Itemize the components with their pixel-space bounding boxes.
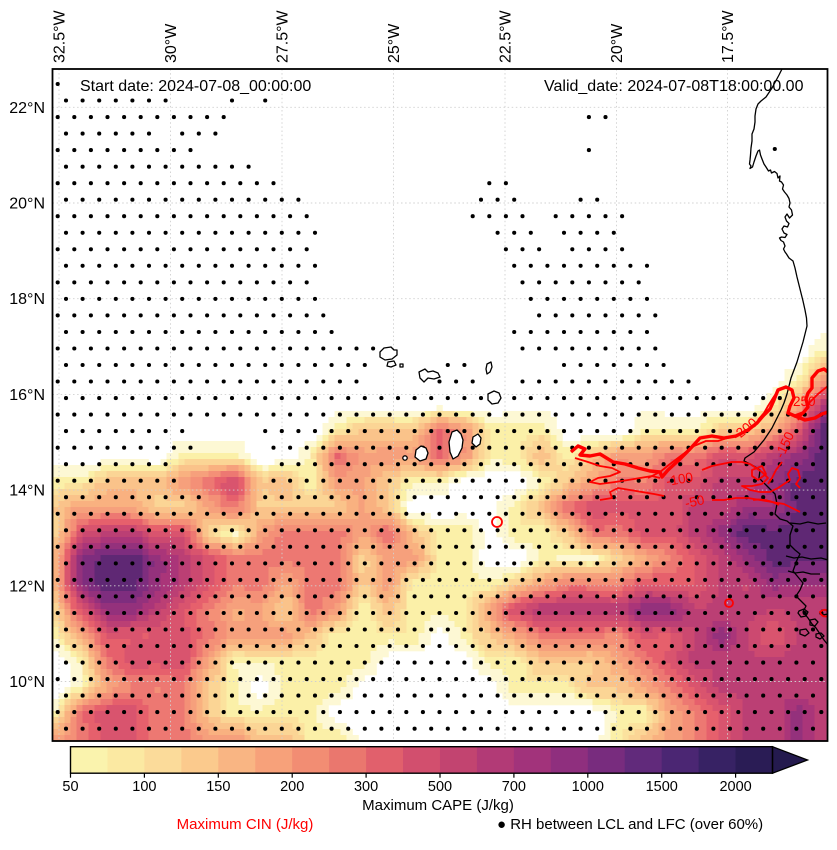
svg-text:18°N: 18°N: [9, 291, 45, 308]
svg-text:25°W: 25°W: [386, 23, 403, 63]
svg-text:Valid_date: 2024-07-08T18:00:0: Valid_date: 2024-07-08T18:00:00.00: [544, 78, 804, 95]
svg-text:250: 250: [793, 394, 816, 409]
svg-text:50: 50: [62, 779, 78, 795]
svg-text:14°N: 14°N: [9, 483, 45, 500]
svg-text:200: 200: [280, 779, 304, 795]
svg-text:1500: 1500: [646, 779, 678, 795]
svg-text:700: 700: [502, 779, 526, 795]
svg-text:300: 300: [354, 779, 378, 795]
svg-text:30°W: 30°W: [163, 23, 180, 63]
svg-text:22.5°W: 22.5°W: [498, 9, 515, 63]
svg-text:32.5°W: 32.5°W: [52, 9, 69, 63]
svg-text:Start date: 2024-07-08_00:00:0: Start date: 2024-07-08_00:00:00: [80, 78, 311, 95]
svg-text:-100: -100: [665, 469, 694, 488]
svg-text:27.5°W: 27.5°W: [275, 9, 292, 63]
svg-text:10°N: 10°N: [9, 674, 45, 691]
svg-text:Maximum CAPE (J/kg): Maximum CAPE (J/kg): [362, 797, 514, 814]
svg-text:20°W: 20°W: [609, 23, 626, 63]
svg-text:2000: 2000: [719, 779, 751, 795]
svg-text:16°N: 16°N: [9, 387, 45, 404]
svg-text:Maximum CIN (J/kg): Maximum CIN (J/kg): [177, 816, 314, 833]
svg-text:● RH between LCL and LFC (over: ● RH between LCL and LFC (over 60%): [497, 816, 763, 833]
svg-text:20°N: 20°N: [9, 196, 45, 213]
svg-text:17.5°W: 17.5°W: [720, 9, 737, 63]
svg-text:12°N: 12°N: [9, 578, 45, 595]
svg-text:500: 500: [428, 779, 452, 795]
svg-text:100: 100: [132, 779, 156, 795]
svg-text:-50: -50: [684, 492, 706, 511]
svg-text:1000: 1000: [572, 779, 604, 795]
svg-text:22°N: 22°N: [9, 100, 45, 117]
svg-text:150: 150: [206, 779, 230, 795]
